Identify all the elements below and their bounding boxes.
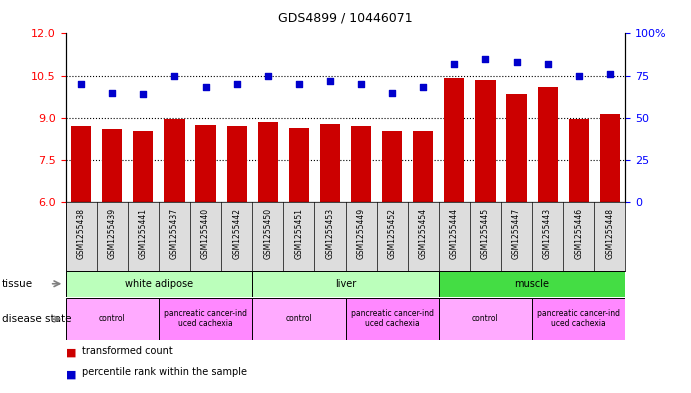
Text: pancreatic cancer-ind
uced cachexia: pancreatic cancer-ind uced cachexia bbox=[164, 309, 247, 329]
Text: GSM1255449: GSM1255449 bbox=[357, 208, 366, 259]
Text: GSM1255451: GSM1255451 bbox=[294, 208, 303, 259]
Text: GSM1255448: GSM1255448 bbox=[605, 208, 614, 259]
Text: liver: liver bbox=[335, 279, 356, 289]
Bar bbox=[289, 128, 309, 202]
Text: GSM1255437: GSM1255437 bbox=[170, 208, 179, 259]
Point bbox=[417, 84, 428, 91]
Point bbox=[293, 81, 304, 87]
Bar bbox=[346, 298, 439, 340]
Text: GSM1255444: GSM1255444 bbox=[450, 208, 459, 259]
Bar bbox=[569, 119, 589, 202]
Text: transformed count: transformed count bbox=[82, 346, 172, 356]
Point bbox=[542, 61, 553, 67]
Text: GSM1255450: GSM1255450 bbox=[263, 208, 272, 259]
Bar bbox=[227, 127, 247, 202]
Text: GSM1255439: GSM1255439 bbox=[108, 208, 117, 259]
Point bbox=[480, 55, 491, 62]
Point bbox=[200, 84, 211, 91]
Point bbox=[106, 89, 117, 95]
Bar bbox=[196, 125, 216, 202]
Text: GSM1255447: GSM1255447 bbox=[512, 208, 521, 259]
Point bbox=[448, 61, 460, 67]
Text: GSM1255454: GSM1255454 bbox=[419, 208, 428, 259]
Text: ■: ■ bbox=[66, 348, 76, 358]
Text: pancreatic cancer-ind
uced cachexia: pancreatic cancer-ind uced cachexia bbox=[537, 309, 621, 329]
Point bbox=[138, 91, 149, 97]
Point bbox=[511, 59, 522, 65]
Bar bbox=[102, 129, 122, 202]
Text: GSM1255440: GSM1255440 bbox=[201, 208, 210, 259]
Text: GSM1255441: GSM1255441 bbox=[139, 208, 148, 259]
Text: GSM1255445: GSM1255445 bbox=[481, 208, 490, 259]
Text: GSM1255452: GSM1255452 bbox=[388, 208, 397, 259]
Text: white adipose: white adipose bbox=[125, 279, 193, 289]
Text: control: control bbox=[99, 314, 126, 323]
Bar bbox=[382, 130, 402, 202]
Bar bbox=[439, 298, 532, 340]
Point bbox=[355, 81, 366, 87]
Text: GDS4899 / 10446071: GDS4899 / 10446071 bbox=[278, 12, 413, 25]
Bar bbox=[439, 271, 625, 297]
Text: tissue: tissue bbox=[2, 279, 33, 289]
Bar bbox=[444, 79, 464, 202]
Text: disease state: disease state bbox=[2, 314, 72, 324]
Point bbox=[75, 81, 86, 87]
Bar bbox=[351, 127, 371, 202]
Bar bbox=[252, 298, 346, 340]
Point bbox=[604, 71, 615, 77]
Text: percentile rank within the sample: percentile rank within the sample bbox=[82, 367, 247, 377]
Point bbox=[324, 77, 335, 84]
Bar bbox=[71, 127, 91, 202]
Text: GSM1255438: GSM1255438 bbox=[77, 208, 86, 259]
Text: pancreatic cancer-ind
uced cachexia: pancreatic cancer-ind uced cachexia bbox=[350, 309, 434, 329]
Point bbox=[262, 72, 273, 79]
Point bbox=[386, 89, 397, 95]
Text: GSM1255446: GSM1255446 bbox=[574, 208, 583, 259]
Bar bbox=[133, 130, 153, 202]
Bar bbox=[164, 119, 184, 202]
Bar bbox=[600, 114, 620, 202]
Bar bbox=[66, 298, 159, 340]
Text: ■: ■ bbox=[66, 369, 76, 379]
Text: muscle: muscle bbox=[515, 279, 549, 289]
Bar bbox=[159, 298, 252, 340]
Bar bbox=[66, 271, 252, 297]
Point bbox=[573, 72, 584, 79]
Bar bbox=[475, 80, 495, 202]
Text: GSM1255442: GSM1255442 bbox=[232, 208, 241, 259]
Point bbox=[169, 72, 180, 79]
Bar bbox=[507, 94, 527, 202]
Text: control: control bbox=[285, 314, 312, 323]
Point bbox=[231, 81, 242, 87]
Text: GSM1255443: GSM1255443 bbox=[543, 208, 552, 259]
Bar bbox=[538, 87, 558, 202]
Bar bbox=[252, 271, 439, 297]
Bar bbox=[532, 298, 625, 340]
Bar bbox=[413, 130, 433, 202]
Text: control: control bbox=[472, 314, 499, 323]
Bar bbox=[320, 123, 340, 202]
Bar bbox=[258, 122, 278, 202]
Text: GSM1255453: GSM1255453 bbox=[325, 208, 334, 259]
